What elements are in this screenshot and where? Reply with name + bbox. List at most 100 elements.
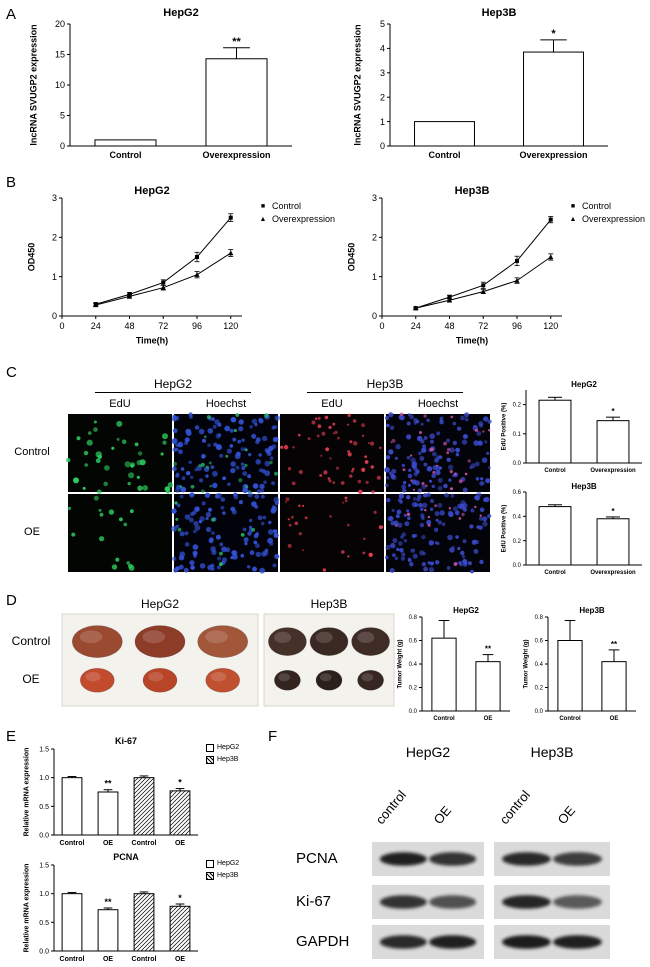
microscopy-hep3b-hoechst-control bbox=[384, 412, 492, 493]
group-header-hep3b: Hep3B bbox=[307, 377, 463, 393]
legend-growth-hepg2: ■ Control ▲ Overexpression bbox=[258, 200, 336, 226]
microscopy-hep3b-edu-control bbox=[280, 413, 384, 494]
svg-text:Tumor Weight (g): Tumor Weight (g) bbox=[524, 639, 530, 688]
svg-text:72: 72 bbox=[478, 321, 488, 331]
column-label-edu: EdU bbox=[109, 398, 131, 410]
bar-chart-tumor-weight-hep3b: Hep3B 0.0 0.2 0.4 0.6 0.8 Tumor Weight (g) Cont… bbox=[524, 606, 636, 722]
svg-text:Hep3B: Hep3B bbox=[482, 7, 517, 19]
svg-text:96: 96 bbox=[192, 321, 202, 331]
svg-text:Overexpression: Overexpression bbox=[590, 468, 636, 474]
svg-text:**: ** bbox=[611, 640, 618, 649]
svg-text:Control: Control bbox=[132, 956, 157, 963]
bar-chart-svugp2-hepg2: HepG2 0 5 10 15 20 lncRNA SVUGP2 expression Con… bbox=[29, 7, 292, 160]
tumor-photo-hep3b bbox=[263, 613, 395, 707]
svg-text:Overexpression: Overexpression bbox=[519, 150, 587, 160]
line-chart-od450-hep3b: Hep3B 0 1 2 3 OD450 0 24 48 72 96 120 Time(h) bbox=[347, 185, 562, 346]
row-label-oe: OE bbox=[24, 526, 40, 538]
row-label-control: Control bbox=[11, 634, 51, 648]
svg-text:*: * bbox=[611, 407, 615, 416]
svg-text:OE: OE bbox=[103, 840, 113, 847]
svg-text:0.6: 0.6 bbox=[535, 639, 544, 645]
svg-text:15: 15 bbox=[55, 50, 65, 60]
svg-text:Control: Control bbox=[544, 570, 566, 576]
svg-text:Overexpression: Overexpression bbox=[590, 570, 636, 576]
svg-text:0.0: 0.0 bbox=[409, 709, 418, 715]
svg-text:0.0: 0.0 bbox=[535, 709, 544, 715]
legend-label: Control bbox=[272, 201, 302, 211]
svg-text:0.2: 0.2 bbox=[513, 403, 522, 409]
panel-label-c: C bbox=[6, 364, 17, 381]
svg-text:Time(h): Time(h) bbox=[136, 336, 168, 346]
line-chart-od450-hepg2: HepG2 0 1 2 3 OD450 0 24 48 72 96 120 Time(h) bbox=[27, 185, 242, 346]
svg-text:1: 1 bbox=[52, 272, 57, 282]
lane-label-control-hep3b: control bbox=[496, 787, 534, 827]
blot-pcna-hep3b bbox=[494, 842, 610, 876]
microscopy-hepg2-edu-oe bbox=[67, 494, 172, 572]
open-bar-swatch-icon bbox=[206, 859, 214, 868]
svg-text:96: 96 bbox=[512, 321, 522, 331]
svg-text:2: 2 bbox=[372, 232, 377, 242]
blot-pcna-hepg2 bbox=[372, 842, 484, 876]
svg-text:Overexpression: Overexpression bbox=[202, 150, 270, 160]
panel-label-e: E bbox=[6, 728, 17, 745]
svg-text:Control: Control bbox=[433, 716, 455, 722]
svg-text:*: * bbox=[611, 507, 615, 516]
legend-item: ■ Control bbox=[258, 200, 335, 213]
svg-text:0.4: 0.4 bbox=[535, 662, 544, 668]
legend-item: Hep3B bbox=[206, 870, 239, 881]
svg-text:lncRNA SVUGP2 expression: lncRNA SVUGP2 expression bbox=[29, 24, 39, 145]
legend-item: HepG2 bbox=[206, 858, 239, 869]
bar-chart-svugp2-hep3b: Hep3B 0 1 2 3 4 5 lncRNA SVUGP2 expression Contr… bbox=[353, 7, 608, 160]
svg-text:Control: Control bbox=[132, 840, 157, 847]
svg-text:0.1: 0.1 bbox=[513, 432, 522, 438]
svg-text:Hep3B: Hep3B bbox=[579, 606, 605, 615]
blot-gapdh-hep3b bbox=[494, 925, 610, 959]
legend-mrna-pcna: HepG2 Hep3B bbox=[206, 858, 239, 882]
svg-text:OE: OE bbox=[103, 956, 113, 963]
blot-ki67-hep3b bbox=[494, 885, 610, 919]
svg-text:0.6: 0.6 bbox=[513, 490, 522, 496]
svg-text:lncRNA SVUGP2 expression: lncRNA SVUGP2 expression bbox=[353, 24, 363, 145]
svg-text:OE: OE bbox=[484, 716, 493, 722]
svg-text:Hep3B: Hep3B bbox=[455, 185, 490, 197]
svg-text:EdU Positive (%): EdU Positive (%) bbox=[502, 505, 508, 553]
legend-label: Control bbox=[582, 201, 612, 211]
svg-text:*: * bbox=[178, 778, 182, 788]
svg-text:0.2: 0.2 bbox=[535, 686, 544, 692]
svg-text:0.0: 0.0 bbox=[39, 832, 49, 839]
tumor-photo-hepg2 bbox=[61, 613, 259, 707]
column-label-edu: EdU bbox=[321, 398, 343, 410]
bar-chart-tumor-weight-hepg2: HepG2 0.0 0.2 0.4 0.6 0.8 Tumor Weight (g) Cont… bbox=[398, 606, 510, 722]
svg-text:*: * bbox=[551, 28, 556, 40]
svg-text:OD450: OD450 bbox=[347, 243, 357, 272]
svg-text:2: 2 bbox=[52, 232, 57, 242]
svg-text:0: 0 bbox=[380, 141, 385, 151]
legend-label: Hep3B bbox=[217, 872, 239, 879]
blot-row-label-pcna: PCNA bbox=[296, 850, 338, 867]
blot-row-label-gapdh: GAPDH bbox=[296, 933, 350, 950]
svg-text:*: * bbox=[178, 893, 182, 903]
legend-item: Hep3B bbox=[206, 754, 239, 765]
svg-text:120: 120 bbox=[543, 321, 558, 331]
svg-text:4: 4 bbox=[380, 44, 385, 54]
svg-text:5: 5 bbox=[60, 111, 65, 121]
triangle-marker-icon: ▲ bbox=[569, 216, 577, 223]
triangle-marker-icon: ▲ bbox=[259, 216, 267, 223]
svg-text:10: 10 bbox=[55, 80, 65, 90]
column-label-hoechst: Hoechst bbox=[417, 398, 459, 410]
svg-text:1.0: 1.0 bbox=[39, 891, 49, 898]
svg-text:0.4: 0.4 bbox=[409, 662, 418, 668]
svg-text:Relative mRNA expression: Relative mRNA expression bbox=[24, 864, 31, 953]
svg-text:48: 48 bbox=[124, 321, 134, 331]
svg-text:Ki-67: Ki-67 bbox=[115, 736, 137, 746]
legend-growth-hep3b: ■ Control ▲ Overexpression bbox=[568, 200, 646, 226]
microscopy-hepg2-hoechst-control bbox=[171, 412, 281, 494]
microscopy-hepg2-edu-control bbox=[66, 414, 174, 495]
svg-text:3: 3 bbox=[52, 193, 57, 203]
svg-text:Tumor Weight (g): Tumor Weight (g) bbox=[398, 639, 404, 688]
svg-text:EdU Positive (%): EdU Positive (%) bbox=[502, 403, 508, 451]
panel-label-f: F bbox=[268, 728, 278, 745]
svg-text:Control: Control bbox=[60, 840, 85, 847]
svg-text:1: 1 bbox=[380, 117, 385, 127]
